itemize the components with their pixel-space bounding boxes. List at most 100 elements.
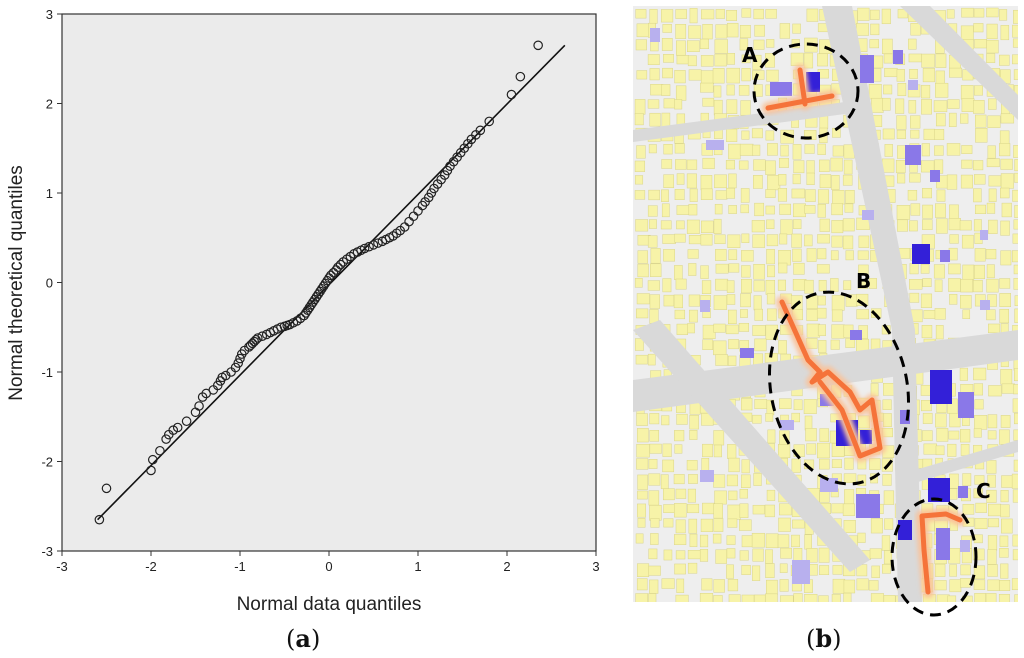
building (660, 474, 669, 490)
building (713, 295, 728, 310)
building (868, 84, 882, 100)
building (767, 429, 776, 444)
building (897, 219, 908, 232)
building (634, 160, 646, 172)
building (805, 428, 817, 442)
building (766, 39, 775, 48)
caption-b-open: ( (806, 625, 816, 653)
building (674, 233, 686, 243)
building (844, 457, 854, 470)
building (843, 520, 856, 533)
building (648, 490, 660, 506)
building (649, 8, 658, 24)
building (676, 220, 685, 230)
building (816, 307, 827, 319)
building (635, 39, 647, 51)
x-tick-label: 1 (414, 559, 421, 574)
road-diagonal-upper-right (900, 6, 1018, 120)
building (674, 189, 685, 200)
building (804, 534, 812, 550)
building (687, 40, 700, 53)
building (715, 354, 729, 366)
highlight-block (936, 528, 950, 560)
building (1012, 534, 1018, 547)
building (687, 562, 698, 574)
building (909, 68, 918, 79)
building (688, 309, 698, 323)
building (987, 474, 996, 488)
building (779, 563, 788, 573)
building (908, 38, 917, 50)
building (700, 233, 713, 246)
building (727, 22, 739, 38)
building (986, 264, 995, 279)
data-point (359, 243, 370, 254)
building (727, 579, 739, 592)
building (961, 145, 973, 154)
routes (762, 64, 966, 598)
building (920, 400, 932, 412)
building (741, 265, 751, 278)
building (1000, 369, 1013, 385)
building (869, 458, 881, 470)
building (740, 100, 751, 116)
building (871, 97, 884, 113)
building (988, 323, 1001, 334)
building (766, 293, 776, 305)
building (1000, 25, 1010, 41)
building (753, 473, 762, 486)
building (843, 159, 853, 175)
building (778, 517, 791, 532)
building (1013, 355, 1018, 371)
building (637, 250, 648, 264)
building (805, 189, 816, 202)
building (818, 279, 827, 292)
building (753, 8, 764, 20)
building (1012, 54, 1018, 65)
highlight-block (792, 560, 810, 584)
building (948, 548, 961, 564)
building (987, 503, 1002, 517)
building (728, 205, 737, 214)
building (960, 278, 973, 293)
building (738, 85, 750, 96)
building (752, 504, 765, 515)
building (858, 264, 869, 275)
road-diagonal-lower (633, 320, 870, 572)
building (687, 550, 702, 560)
building (804, 415, 813, 431)
building (1011, 473, 1018, 489)
building (831, 235, 843, 248)
data-point (484, 116, 494, 127)
building (999, 535, 1009, 547)
building (883, 550, 893, 565)
building (817, 143, 826, 155)
building (818, 547, 830, 563)
highlight-block (770, 82, 792, 96)
highlight-block (862, 210, 874, 220)
building (856, 293, 869, 306)
building (819, 458, 830, 470)
building (791, 458, 801, 473)
building (765, 205, 775, 215)
building (712, 68, 725, 84)
building (960, 564, 971, 576)
building (662, 234, 676, 244)
building (741, 565, 751, 575)
building (909, 292, 920, 303)
highlight-block (860, 55, 874, 83)
building (648, 459, 658, 469)
highlight-block (856, 494, 880, 518)
data-point (333, 262, 343, 273)
building (791, 188, 805, 199)
building (973, 188, 982, 203)
building (987, 145, 996, 159)
building (650, 518, 660, 528)
building (986, 489, 997, 503)
building (635, 593, 648, 602)
label-c: C (976, 479, 991, 503)
building (974, 174, 986, 185)
x-tick-label: 0 (325, 559, 332, 574)
building (832, 578, 846, 594)
building (922, 188, 932, 199)
